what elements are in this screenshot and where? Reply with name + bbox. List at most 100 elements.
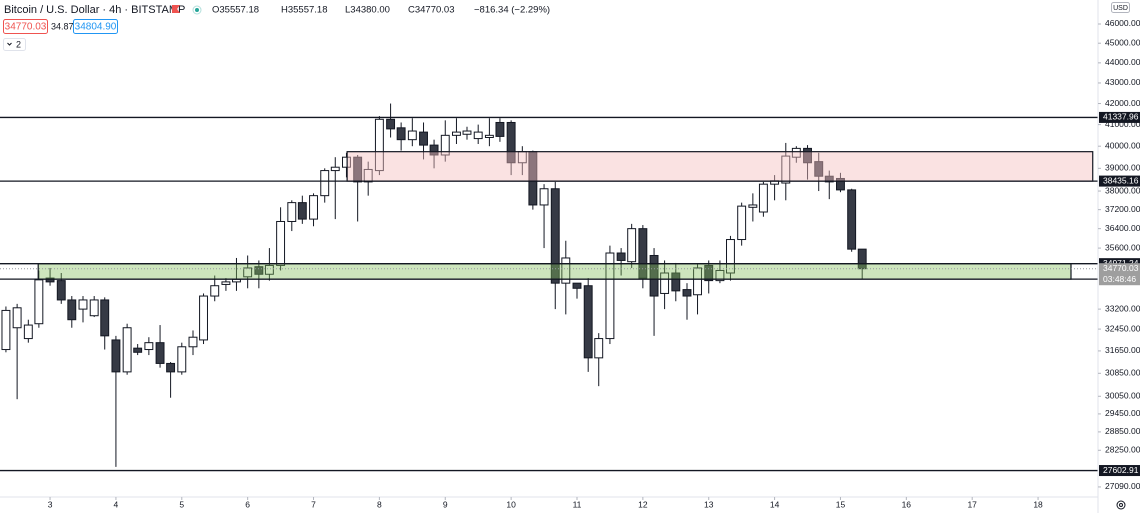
candle-body bbox=[737, 205, 747, 241]
candle-body bbox=[506, 121, 516, 164]
candle-body bbox=[264, 264, 274, 275]
candle-body bbox=[45, 277, 55, 283]
x-tick-label: 3 bbox=[48, 499, 53, 509]
sell-price: 34770.03 bbox=[5, 22, 47, 33]
status-dot bbox=[195, 8, 199, 12]
x-tick-label: 9 bbox=[443, 499, 448, 509]
settings-icon[interactable] bbox=[1116, 500, 1126, 510]
candle-body bbox=[166, 362, 176, 373]
y-tick-label: 31650.00 bbox=[1105, 345, 1140, 355]
status-ring bbox=[192, 5, 202, 15]
x-tick-label: 5 bbox=[179, 499, 184, 509]
candle-body bbox=[122, 327, 132, 373]
ohlc-value: H35557.18 bbox=[281, 5, 327, 16]
currency-box[interactable] bbox=[1111, 2, 1130, 13]
y-tick-label: 27090.00 bbox=[1105, 481, 1140, 491]
level-label: 38435.16 bbox=[1103, 175, 1139, 185]
x-tick-label: 18 bbox=[1033, 499, 1043, 509]
ohlc-value: O35557.18 bbox=[212, 5, 259, 16]
indicator-count: 2 bbox=[16, 39, 21, 49]
x-tick-label: 16 bbox=[902, 499, 912, 509]
candle-body bbox=[1, 309, 11, 351]
y-tick-label: 28850.00 bbox=[1105, 426, 1140, 436]
overlay bbox=[0, 116, 1098, 472]
candle-body bbox=[254, 266, 264, 275]
x-tick-label: 11 bbox=[573, 499, 582, 509]
indicator-toggle[interactable] bbox=[3, 38, 26, 51]
spread: 34.87 bbox=[51, 21, 74, 31]
candle-body bbox=[342, 156, 351, 168]
zone bbox=[346, 151, 1094, 182]
currency: USD bbox=[1113, 5, 1128, 12]
candle-body bbox=[495, 121, 505, 137]
y-tick-label: 41000.00 bbox=[1105, 119, 1140, 129]
candle-body bbox=[243, 267, 253, 278]
gear bbox=[1116, 500, 1126, 510]
level-label-bg bbox=[1099, 111, 1140, 123]
buy-button[interactable] bbox=[73, 19, 118, 34]
candle-body bbox=[583, 285, 593, 359]
candle-body bbox=[67, 299, 77, 321]
candle-body bbox=[330, 166, 340, 172]
zone bbox=[37, 263, 1072, 280]
y-tick-label: 32450.00 bbox=[1105, 323, 1140, 333]
candle-body bbox=[199, 295, 208, 341]
candle-body bbox=[704, 264, 714, 282]
x-tick-label: 4 bbox=[114, 499, 119, 509]
candle-body bbox=[791, 147, 801, 158]
y-tick-label: 43000.00 bbox=[1105, 77, 1140, 87]
candle-body bbox=[309, 195, 318, 220]
candle-body bbox=[539, 188, 549, 206]
candle-body bbox=[23, 324, 33, 340]
chevron-icon bbox=[7, 42, 12, 46]
candle-body bbox=[221, 281, 231, 285]
level-label-bg bbox=[1099, 465, 1140, 477]
candle-body bbox=[155, 342, 165, 364]
y-tick-label: 37200.00 bbox=[1105, 204, 1140, 214]
y-tick-label: 40000.00 bbox=[1105, 140, 1140, 150]
ohlc-value: L34380.00 bbox=[345, 5, 390, 16]
candle-body bbox=[188, 336, 198, 348]
candle-body bbox=[407, 130, 417, 141]
candle-body bbox=[353, 156, 363, 183]
candle-body bbox=[594, 338, 604, 359]
candle-body bbox=[177, 346, 187, 373]
candle-body bbox=[857, 248, 867, 270]
flag-icon[interactable] bbox=[172, 5, 180, 13]
candle-body bbox=[78, 299, 88, 310]
level-label: 27602.91 bbox=[1103, 465, 1139, 475]
candle-body bbox=[715, 269, 725, 282]
candle-body bbox=[561, 257, 571, 284]
candle-body bbox=[144, 342, 154, 351]
plot-area bbox=[1, 103, 867, 467]
candle-body bbox=[814, 161, 824, 177]
candle-body bbox=[56, 280, 66, 301]
candle-body bbox=[89, 299, 99, 317]
last-price-label: 34770.03 bbox=[1103, 263, 1139, 273]
candle-body bbox=[396, 127, 406, 141]
y-tick-label: 45000.00 bbox=[1105, 37, 1140, 47]
x-tick-label: 6 bbox=[245, 499, 250, 509]
candle-body bbox=[638, 228, 648, 279]
candle-body bbox=[605, 252, 615, 340]
level-label: 34971.24 bbox=[1103, 258, 1139, 268]
y-tick-label: 39000.00 bbox=[1105, 163, 1140, 173]
y-tick-label: 29450.00 bbox=[1105, 408, 1140, 418]
x-tick-label: 17 bbox=[967, 499, 977, 509]
y-tick-label: 33200.00 bbox=[1105, 303, 1140, 313]
candle-body bbox=[660, 272, 670, 294]
candle-body bbox=[726, 239, 735, 274]
countdown: 03:48:46 bbox=[1103, 274, 1136, 284]
ohlc-value: C34770.03 bbox=[408, 5, 454, 16]
ohlc-value: −816.34 (−2.29%) bbox=[474, 5, 550, 16]
x-tick-label: 10 bbox=[506, 499, 516, 509]
y-tick-label: 42000.00 bbox=[1105, 98, 1140, 108]
candle-body bbox=[34, 279, 44, 325]
candle-body bbox=[320, 170, 330, 197]
candle-body bbox=[473, 131, 483, 140]
candle-body bbox=[836, 177, 845, 191]
sell-button[interactable] bbox=[3, 19, 48, 34]
candle-body bbox=[572, 282, 582, 289]
